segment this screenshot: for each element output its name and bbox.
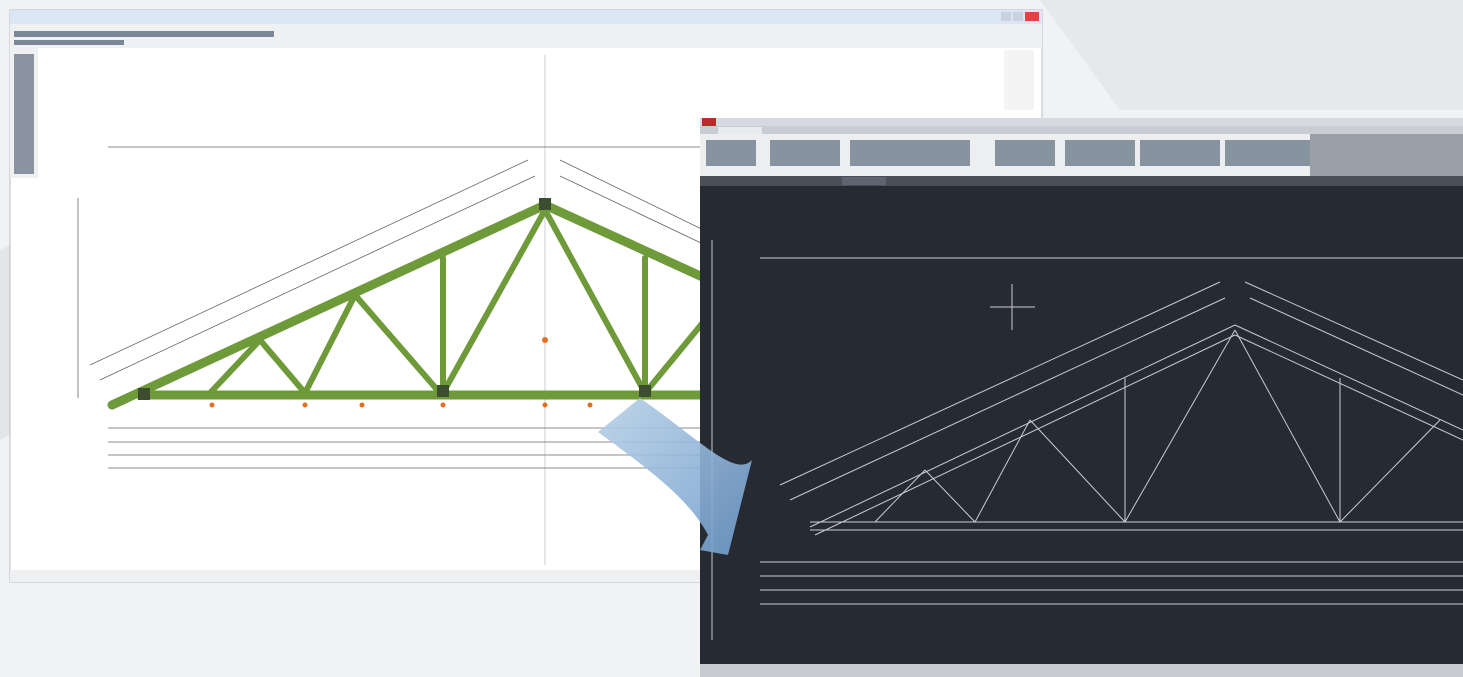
title-bar bbox=[10, 10, 1042, 24]
status-bar bbox=[700, 664, 1463, 677]
right-window bbox=[700, 118, 1463, 677]
truss-members bbox=[107, 200, 725, 410]
transfer-arrow bbox=[598, 398, 752, 555]
cad-drawing bbox=[711, 240, 1463, 640]
title-bar bbox=[700, 118, 1463, 126]
close-button[interactable] bbox=[1025, 12, 1039, 21]
ribbon-tab[interactable] bbox=[718, 127, 762, 134]
